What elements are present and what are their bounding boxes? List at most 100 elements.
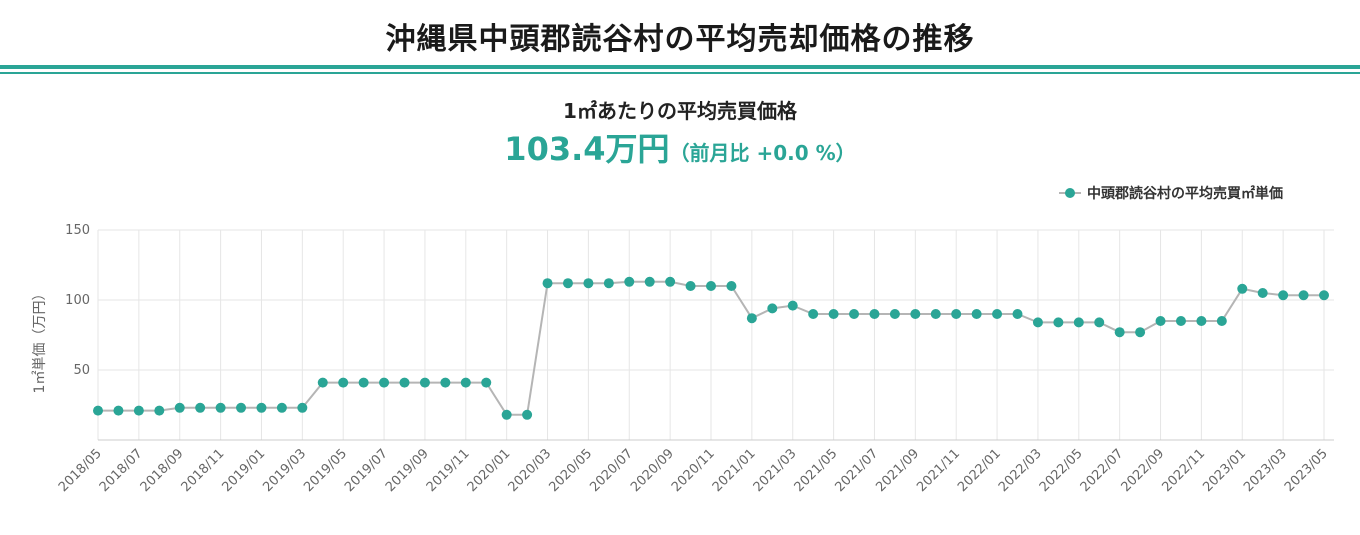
x-tick-label: 2018/07	[97, 446, 146, 495]
x-tick-label: 2019/07	[342, 446, 391, 495]
data-point[interactable]	[767, 303, 778, 314]
legend-dot-marker	[1065, 188, 1075, 198]
data-point[interactable]	[1135, 327, 1146, 338]
data-point[interactable]	[93, 405, 103, 416]
x-tick-label: 2022/05	[1037, 446, 1086, 495]
data-point[interactable]	[1155, 316, 1166, 326]
data-point[interactable]	[1032, 317, 1043, 328]
price-value: 103.4万円	[504, 130, 670, 168]
data-point[interactable]	[215, 402, 226, 413]
data-point[interactable]	[787, 300, 798, 311]
x-tick-label: 2018/11	[179, 446, 228, 495]
data-point[interactable]	[113, 405, 124, 416]
x-tick-label: 2021/07	[832, 446, 881, 495]
x-tick-label: 2018/09	[138, 446, 187, 495]
x-tick-label: 2019/09	[383, 446, 432, 495]
data-point[interactable]	[583, 278, 594, 289]
data-point[interactable]	[726, 281, 737, 291]
x-tick-label: 2021/03	[751, 446, 800, 495]
y-tick-label: 100	[65, 293, 90, 308]
x-tick-label: 2020/09	[628, 446, 677, 495]
data-point[interactable]	[1175, 316, 1186, 326]
data-point[interactable]	[644, 276, 655, 287]
chart-legend[interactable]: 中頭郡読谷村の平均売買㎡単価	[1059, 185, 1283, 202]
data-point[interactable]	[195, 402, 206, 413]
data-point[interactable]	[1114, 327, 1125, 338]
data-point[interactable]	[419, 377, 430, 388]
x-tick-label: 2019/11	[424, 446, 473, 495]
data-point[interactable]	[665, 276, 676, 287]
x-tick-label: 2023/05	[1282, 446, 1331, 495]
title-divider-thin	[0, 72, 1360, 74]
data-point[interactable]	[1053, 317, 1064, 328]
chart-grid	[97, 229, 1334, 440]
data-point[interactable]	[971, 309, 982, 319]
data-point[interactable]	[849, 309, 860, 319]
data-point[interactable]	[154, 405, 165, 416]
legend-label: 中頭郡読谷村の平均売買㎡単価	[1087, 185, 1283, 202]
data-point[interactable]	[501, 409, 512, 420]
data-point[interactable]	[706, 281, 716, 291]
data-point[interactable]	[828, 309, 839, 319]
data-point[interactable]	[440, 377, 451, 388]
y-tick-label: 50	[73, 363, 90, 378]
data-point[interactable]	[358, 377, 369, 388]
x-tick-label: 2022/03	[996, 446, 1045, 495]
data-point[interactable]	[399, 377, 410, 388]
data-point[interactable]	[992, 309, 1003, 319]
price-summary: 103.4万円（前月比 +0.0 %）	[0, 124, 1360, 170]
data-point[interactable]	[1196, 316, 1207, 326]
data-point[interactable]	[236, 402, 247, 413]
x-tick-label: 2020/07	[587, 446, 636, 495]
data-point[interactable]	[746, 313, 757, 324]
data-point[interactable]	[889, 309, 900, 319]
x-tick-label: 2020/11	[669, 446, 718, 495]
data-point[interactable]	[1319, 290, 1329, 301]
x-tick-label: 2020/01	[465, 446, 514, 495]
data-point[interactable]	[460, 377, 471, 388]
data-point[interactable]	[542, 278, 553, 289]
data-point[interactable]	[522, 409, 533, 420]
x-tick-label: 2018/05	[56, 446, 105, 495]
data-point[interactable]	[603, 278, 614, 289]
x-tick-label: 2021/11	[914, 446, 963, 495]
data-point[interactable]	[1012, 309, 1023, 319]
data-point[interactable]	[1257, 288, 1268, 298]
data-point[interactable]	[174, 402, 185, 413]
data-point[interactable]	[808, 309, 819, 319]
data-point[interactable]	[930, 309, 941, 319]
data-point[interactable]	[1073, 317, 1084, 328]
data-point[interactable]	[338, 377, 349, 388]
data-point[interactable]	[951, 309, 962, 319]
x-tick-label: 2020/05	[546, 446, 595, 495]
x-tick-label: 2019/03	[260, 446, 309, 495]
data-point[interactable]	[1216, 316, 1227, 326]
data-point[interactable]	[562, 278, 573, 289]
data-point[interactable]	[256, 402, 267, 413]
x-tick-label: 2021/01	[710, 446, 759, 495]
data-point[interactable]	[133, 405, 144, 416]
data-point[interactable]	[1094, 317, 1105, 328]
x-tick-label: 2023/01	[1200, 446, 1249, 495]
data-point[interactable]	[297, 402, 308, 413]
x-tick-label: 2023/03	[1241, 446, 1290, 495]
data-point[interactable]	[379, 377, 390, 388]
price-subtitle: 1㎡あたりの平均売買価格	[563, 99, 797, 123]
data-point[interactable]	[1298, 290, 1309, 301]
y-tick-label: 150	[65, 223, 90, 238]
title-divider-thick	[0, 65, 1360, 69]
x-tick-label: 2021/05	[792, 446, 841, 495]
x-tick-label: 2022/09	[1119, 446, 1168, 495]
data-point[interactable]	[869, 309, 880, 319]
data-point[interactable]	[624, 276, 635, 287]
data-point[interactable]	[481, 377, 492, 388]
data-point[interactable]	[317, 377, 328, 388]
data-point[interactable]	[685, 281, 696, 291]
x-tick-label: 2019/01	[219, 446, 268, 495]
x-tick-label: 2022/01	[955, 446, 1004, 495]
data-point[interactable]	[1237, 283, 1248, 294]
x-tick-label: 2021/09	[873, 446, 922, 495]
data-point[interactable]	[910, 309, 921, 319]
data-point[interactable]	[276, 402, 287, 413]
data-point[interactable]	[1278, 290, 1289, 301]
